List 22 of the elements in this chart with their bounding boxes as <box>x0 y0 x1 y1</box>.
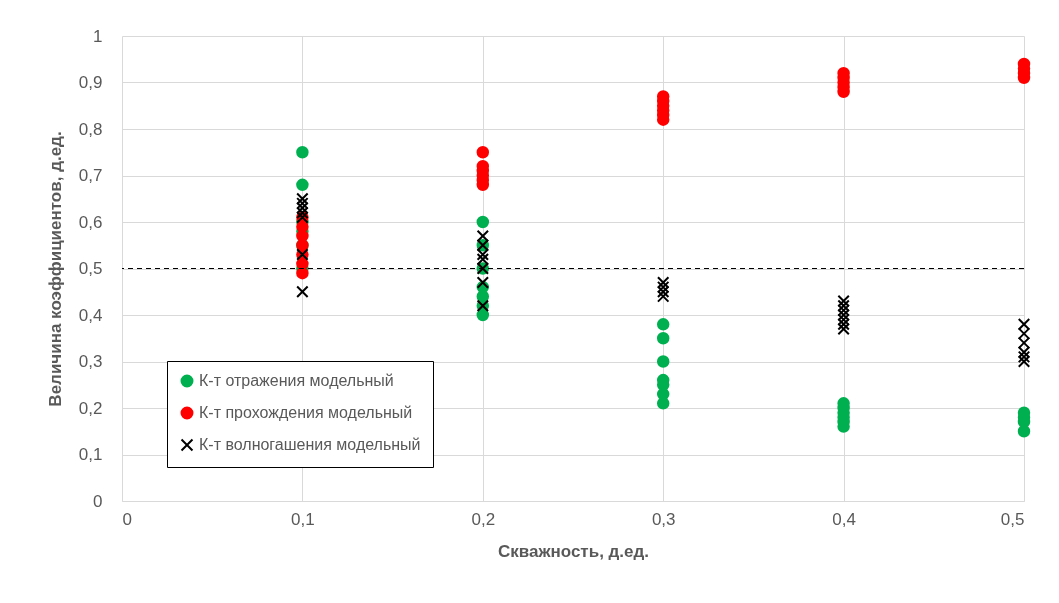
y-tick-label: 0 <box>93 491 103 511</box>
y-tick-label: 0,4 <box>78 305 103 325</box>
legend-label: К-т прохождения модельный <box>199 404 413 421</box>
y-tick-label: 0,6 <box>78 212 103 232</box>
y-tick-label: 0,2 <box>78 398 103 418</box>
y-tick-label: 0,5 <box>78 259 103 278</box>
legend-label: К-т отражения модельный <box>199 372 394 389</box>
y-axis-title: Величина коэффициентов, д.ед. <box>45 131 65 407</box>
y-tick-label: 0,7 <box>78 166 103 185</box>
x-tick-label: 0,1 <box>291 509 315 529</box>
x-tick-label: 0,5 <box>1000 509 1025 529</box>
y-tick-label: 0,8 <box>78 119 103 139</box>
x-tick-label: 0,2 <box>471 509 496 529</box>
y-tick-label: 0,9 <box>78 73 103 92</box>
y-tick-label: 0,3 <box>78 352 103 371</box>
y-tick-label: 0,1 <box>78 445 103 464</box>
y-tick-label: 1 <box>93 26 103 46</box>
x-tick-label: 0,4 <box>832 509 856 529</box>
x-tick-label: 0,3 <box>651 509 676 529</box>
x-tick-label: 0 <box>122 509 132 529</box>
x-axis-title: Скважность, д.ед. <box>497 541 650 561</box>
legend-label: К-т волногашения модельный <box>199 436 421 453</box>
